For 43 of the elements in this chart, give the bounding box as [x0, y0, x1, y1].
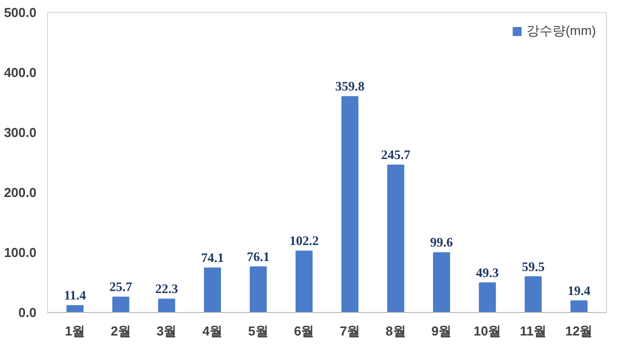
- x-tick-label: 8월: [386, 324, 406, 338]
- data-label: 19.4: [568, 282, 591, 298]
- data-label: 74.1: [201, 250, 224, 266]
- bar: [524, 276, 542, 312]
- bar: [250, 266, 267, 312]
- y-tick-label: 100.0: [4, 245, 37, 260]
- data-label: 99.6: [430, 234, 454, 250]
- x-tick-label: 11월: [520, 324, 547, 338]
- y-tick-label: 400.0: [4, 65, 37, 80]
- y-tick-label: 300.0: [4, 125, 37, 140]
- x-tick-label: 9월: [431, 324, 452, 338]
- legend-label: 강수량(mm): [526, 22, 596, 40]
- bar: [478, 282, 496, 312]
- bar: [112, 296, 130, 312]
- x-tick-label: 6월: [294, 324, 314, 338]
- data-label: 22.3: [155, 281, 179, 296]
- x-tick-label: 7월: [340, 324, 360, 338]
- y-tick-label: 500.0: [4, 5, 37, 20]
- bar: [570, 300, 588, 312]
- data-label: 359.8: [335, 78, 366, 94]
- bar: [66, 305, 84, 312]
- x-tick-label: 4월: [202, 324, 223, 338]
- x-tick-label: 5월: [248, 324, 268, 338]
- y-tick-label: 200.0: [4, 185, 37, 200]
- bar: [204, 268, 221, 312]
- x-tick-label: 2월: [110, 324, 131, 338]
- bar: [341, 96, 358, 312]
- bar: [433, 252, 450, 312]
- y-tick-label: 0.0: [18, 305, 37, 320]
- x-tick-label: 10월: [474, 324, 502, 338]
- bar: [158, 298, 176, 312]
- data-label: 245.7: [381, 147, 411, 162]
- bar: [296, 250, 313, 312]
- x-tick-label: 1월: [64, 324, 86, 338]
- data-label: 25.7: [109, 279, 133, 294]
- bar: [387, 164, 404, 312]
- x-tick-label: 12월: [565, 324, 593, 338]
- data-label: 11.4: [64, 288, 87, 303]
- data-label: 59.5: [522, 258, 546, 274]
- data-label: 102.2: [289, 233, 319, 248]
- data-label: 49.3: [476, 264, 500, 280]
- x-tick-label: 3월: [156, 324, 177, 338]
- data-label: 76.1: [246, 248, 270, 264]
